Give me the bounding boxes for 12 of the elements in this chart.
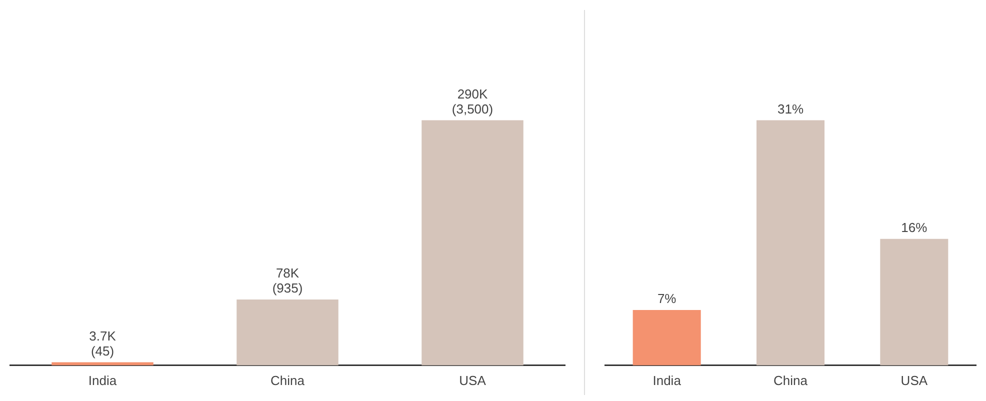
data-label: 31% bbox=[777, 101, 804, 116]
data-label: 7% bbox=[657, 291, 677, 306]
x-tick-label: China bbox=[774, 372, 808, 388]
x-tick-label: India bbox=[88, 372, 118, 388]
data-label: 78K (935) bbox=[272, 266, 303, 296]
x-tick-label: USA bbox=[459, 372, 486, 388]
data-label: 3.7K (45) bbox=[89, 328, 116, 358]
x-tick-label: India bbox=[652, 372, 682, 388]
x-tick-label: China bbox=[270, 372, 306, 388]
x-tick-label: USA bbox=[900, 372, 928, 388]
data-label: 16% bbox=[901, 220, 928, 235]
data-label: 290K (3,500) bbox=[452, 86, 494, 116]
